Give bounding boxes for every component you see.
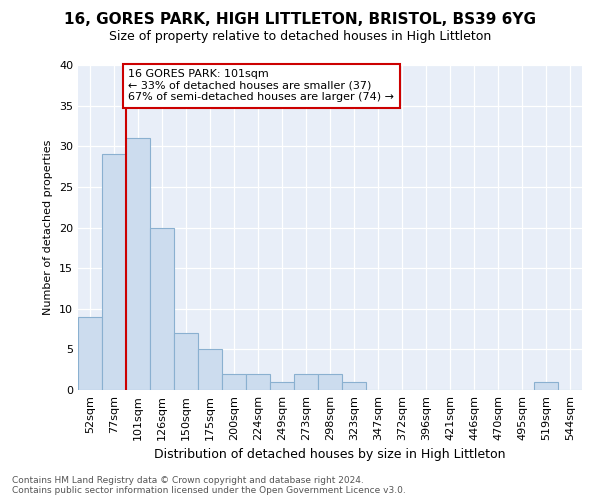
Bar xyxy=(150,228,174,390)
Bar xyxy=(318,374,342,390)
Text: 16, GORES PARK, HIGH LITTLETON, BRISTOL, BS39 6YG: 16, GORES PARK, HIGH LITTLETON, BRISTOL,… xyxy=(64,12,536,28)
X-axis label: Distribution of detached houses by size in High Littleton: Distribution of detached houses by size … xyxy=(154,448,506,462)
Text: Contains HM Land Registry data © Crown copyright and database right 2024.
Contai: Contains HM Land Registry data © Crown c… xyxy=(12,476,406,495)
Bar xyxy=(198,350,222,390)
Text: Size of property relative to detached houses in High Littleton: Size of property relative to detached ho… xyxy=(109,30,491,43)
Bar xyxy=(270,382,294,390)
Bar xyxy=(102,154,126,390)
Bar xyxy=(222,374,246,390)
Bar xyxy=(78,317,102,390)
Bar xyxy=(294,374,318,390)
Bar xyxy=(534,382,558,390)
Bar xyxy=(126,138,150,390)
Bar xyxy=(342,382,366,390)
Bar xyxy=(246,374,270,390)
Y-axis label: Number of detached properties: Number of detached properties xyxy=(43,140,53,315)
Text: 16 GORES PARK: 101sqm
← 33% of detached houses are smaller (37)
67% of semi-deta: 16 GORES PARK: 101sqm ← 33% of detached … xyxy=(128,69,394,102)
Bar xyxy=(174,333,198,390)
